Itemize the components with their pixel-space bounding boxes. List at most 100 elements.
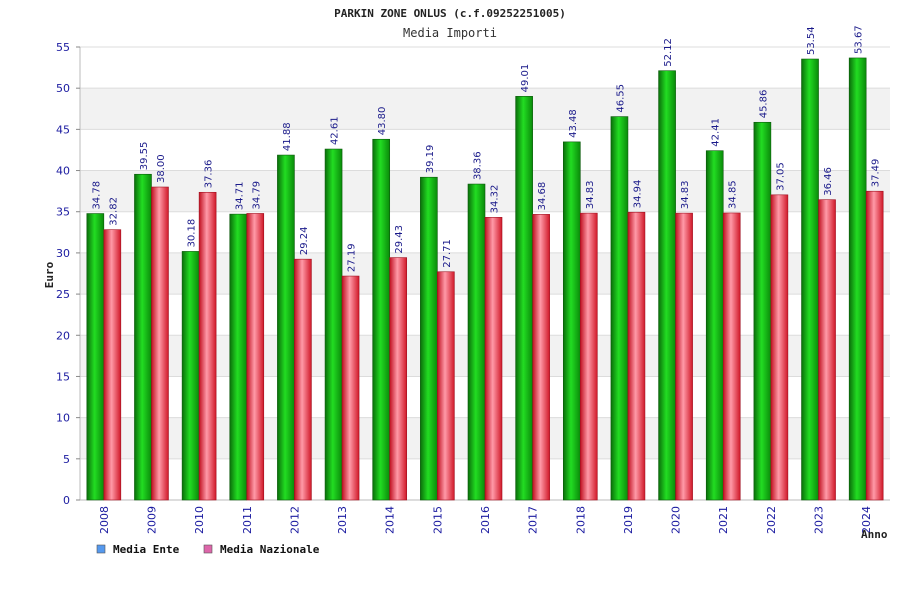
x-tick-label: 2022 (765, 506, 778, 534)
x-tick-label: 2009 (145, 506, 158, 534)
y-tick-label: 0 (63, 494, 70, 507)
bar-media-nazionale-2021 (722, 212, 741, 501)
data-label: 34.79 (251, 181, 262, 210)
bar-media-nazionale-2009 (151, 186, 169, 501)
data-label: 34.78 (91, 181, 102, 210)
x-tick-label: 2015 (431, 506, 444, 534)
bar-media-nazionale-2012 (294, 258, 312, 501)
bar-media-nazionale-2014 (389, 257, 408, 501)
bar-media-nazionale-2019 (627, 211, 646, 501)
bars (86, 57, 884, 501)
data-label: 42.41 (711, 118, 722, 147)
bar-media-nazionale-2015 (437, 271, 455, 501)
x-tick-label: 2010 (193, 506, 206, 534)
y-tick-label: 50 (56, 82, 70, 95)
x-tick-label: 2008 (98, 506, 111, 534)
bar-media-nazionale-2023 (818, 199, 836, 501)
data-label: 29.43 (394, 225, 405, 254)
data-label: 53.67 (854, 25, 865, 54)
x-tick-label: 2011 (241, 506, 254, 534)
y-tick-label: 45 (56, 123, 70, 136)
bar-media-ente-2009 (134, 173, 152, 501)
data-label: 53.54 (806, 26, 817, 55)
data-label: 34.83 (680, 180, 691, 209)
bar-media-nazionale-2016 (484, 217, 503, 501)
chart-subtitle: Media Importi (403, 26, 497, 40)
x-tick-label: 2020 (670, 506, 683, 534)
bar-media-ente-2008 (86, 213, 105, 501)
bar-media-nazionale-2020 (675, 212, 693, 501)
bar-media-nazionale-2024 (865, 190, 884, 501)
bar-media-ente-2015 (420, 176, 438, 501)
data-label: 27.71 (442, 239, 453, 268)
data-label: 45.86 (758, 90, 769, 119)
data-labels: 34.78 32.82 39.55 38.00 30.18 37.36 34.71 34.79… (91, 25, 881, 272)
y-tick-label: 55 (56, 41, 70, 54)
y-tick-label: 10 (56, 412, 70, 425)
y-tick-label: 20 (56, 329, 70, 342)
x-tick-label: 2023 (813, 506, 826, 534)
data-label: 37.49 (871, 159, 882, 188)
bar-media-ente-2024 (848, 57, 867, 501)
x-tick-label: 2014 (384, 506, 397, 534)
legend-label: Media Nazionale (220, 543, 320, 556)
bar-media-nazionale-2022 (770, 194, 789, 501)
data-label: 38.00 (156, 154, 167, 183)
x-tick-label: 2021 (717, 506, 730, 534)
bar-media-nazionale-2018 (579, 212, 598, 501)
data-label: 43.80 (377, 107, 388, 136)
bar-media-ente-2011 (229, 213, 248, 501)
bar-media-ente-2010 (181, 251, 200, 501)
data-label: 34.83 (585, 180, 596, 209)
chart-title: PARKIN ZONE ONLUS (c.f.09252251005) (334, 7, 566, 20)
data-label: 29.24 (299, 227, 310, 256)
data-label: 43.48 (568, 109, 579, 138)
data-label: 34.85 (728, 180, 739, 209)
data-label: 42.61 (330, 116, 341, 145)
y-axis-ticks: 0 5 10 15 20 25 30 35 40 45 50 55 (56, 41, 80, 507)
bar-media-ente-2020 (658, 70, 676, 501)
data-label: 30.18 (187, 219, 198, 248)
x-tick-label: 2012 (288, 506, 301, 534)
y-tick-label: 35 (56, 206, 70, 219)
data-label: 32.82 (108, 197, 119, 226)
bar-media-nazionale-2008 (103, 229, 122, 501)
bar-media-ente-2013 (324, 148, 343, 501)
bar-media-ente-2021 (705, 150, 724, 501)
data-label: 27.19 (347, 243, 358, 272)
legend-swatch (203, 544, 213, 554)
legend-swatch (96, 544, 106, 554)
bar-media-ente-2019 (610, 116, 629, 501)
data-label: 34.68 (537, 182, 548, 211)
bar-media-nazionale-2010 (198, 191, 217, 501)
x-axis-label: Anno (861, 528, 888, 541)
bar-media-nazionale-2011 (246, 213, 265, 501)
plot-band (80, 47, 890, 89)
y-tick-label: 5 (63, 453, 70, 466)
data-label: 37.36 (204, 160, 215, 189)
data-label: 46.55 (615, 84, 626, 113)
data-label: 37.05 (775, 162, 786, 191)
bar-media-nazionale-2017 (532, 214, 550, 501)
y-tick-label: 40 (56, 165, 70, 178)
data-label: 34.71 (234, 181, 245, 210)
data-label: 34.32 (490, 185, 501, 214)
y-tick-label: 25 (56, 288, 70, 301)
data-label: 39.55 (139, 142, 150, 171)
x-tick-label: 2024 (860, 506, 873, 534)
data-label: 36.46 (823, 167, 834, 196)
bar-media-ente-2012 (277, 154, 295, 501)
data-label: 49.01 (520, 64, 531, 93)
data-label: 34.94 (632, 180, 643, 209)
legend: Media Ente Media Nazionale (96, 543, 320, 556)
bar-media-ente-2023 (801, 58, 819, 501)
y-tick-label: 15 (56, 370, 70, 383)
bar-media-nazionale-2013 (341, 275, 360, 501)
x-tick-label: 2018 (574, 506, 587, 534)
data-label: 39.19 (425, 145, 436, 174)
bar-media-ente-2014 (372, 138, 391, 501)
data-label: 38.36 (473, 151, 484, 180)
data-label: 52.12 (663, 38, 674, 67)
y-tick-label: 30 (56, 247, 70, 260)
